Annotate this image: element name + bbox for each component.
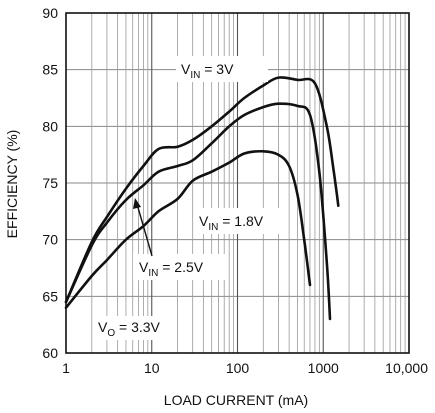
label-vin3-group: VIN = 3V — [176, 56, 268, 82]
y-tick-label: 65 — [42, 288, 58, 304]
series-line-vin18 — [64, 149, 312, 309]
plot-frame — [65, 12, 410, 354]
y-tick-label: 90 — [42, 5, 58, 21]
series-lines — [64, 76, 340, 321]
y-axis-label: EFFICIENCY (%) — [4, 130, 20, 239]
label-vo-bg — [94, 316, 174, 340]
label-vin18-bg — [196, 208, 280, 234]
x-axis-label: LOAD CURRENT (mA) — [164, 392, 308, 408]
y-tick-label: 60 — [42, 345, 58, 361]
label-vin25-group: VIN = 2.5V — [133, 198, 225, 280]
label-vin25-bg — [133, 254, 225, 280]
label-vin25-leader — [136, 203, 153, 257]
x-tick-label: 1 — [62, 360, 70, 376]
y-axis-ticks: 60 65 70 75 80 85 90 — [42, 5, 58, 361]
series-line-vin3 — [64, 76, 340, 304]
y-tick-label: 85 — [42, 62, 58, 78]
label-vo-group: VO = 3.3V — [94, 316, 174, 340]
x-tick-label: 1000 — [308, 360, 339, 376]
x-tick-label: 100 — [226, 360, 250, 376]
label-vin18-group: VIN = 1.8V — [196, 208, 280, 234]
y-tick-label: 80 — [42, 118, 58, 134]
label-vo: VO = 3.3V — [98, 319, 161, 339]
x-axis-ticks: 1 10 100 1000 10,000 — [62, 360, 428, 376]
y-tick-label: 70 — [42, 232, 58, 248]
chart-grid — [66, 12, 409, 354]
label-vin3-bg — [176, 56, 268, 82]
y-tick-label: 75 — [42, 175, 58, 191]
label-vin3: VIN = 3V — [181, 61, 234, 81]
label-vin25-arrowhead — [133, 198, 141, 209]
x-tick-label: 10 — [144, 360, 160, 376]
x-tick-label: 10,000 — [385, 360, 428, 376]
label-vin25: VIN = 2.5V — [139, 259, 204, 279]
label-vin18: VIN = 1.8V — [199, 213, 264, 233]
series-line-vin25 — [64, 102, 332, 321]
